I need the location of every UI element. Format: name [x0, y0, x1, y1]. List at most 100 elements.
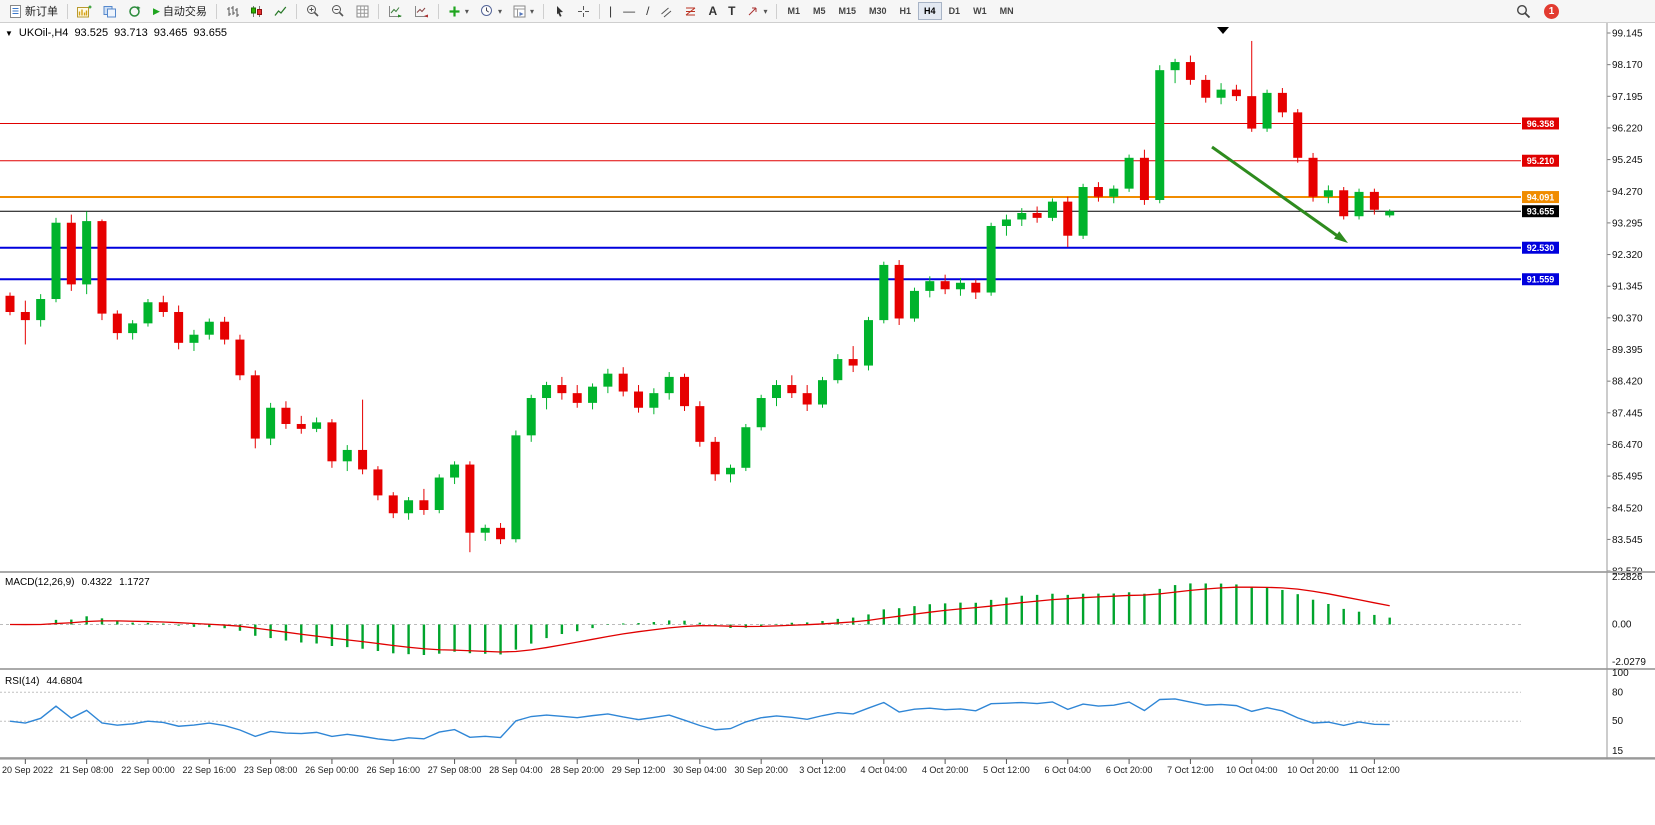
crosshair-button[interactable]	[572, 1, 595, 21]
crosshair-icon	[577, 5, 589, 17]
macd-scale-label: 0.00	[1612, 620, 1632, 631]
rsi-scale-label: 15	[1612, 746, 1624, 757]
time-scale-label: 22 Sep 00:00	[121, 765, 175, 775]
candle	[833, 359, 843, 381]
arrows-button[interactable]: ▾	[741, 1, 772, 21]
time-scale-area[interactable]	[0, 759, 1655, 825]
candle	[1109, 188, 1119, 197]
periods-button[interactable]: ▾	[475, 1, 507, 21]
bar-chart-button[interactable]	[221, 1, 244, 21]
toolbar-separator	[295, 3, 297, 19]
timeframe-m30-button[interactable]: M30	[863, 2, 893, 20]
candle	[695, 406, 705, 442]
panel-divider[interactable]	[0, 571, 1655, 573]
candle-chart-button[interactable]	[245, 1, 268, 21]
candle	[572, 393, 582, 403]
price-tag	[1522, 117, 1559, 130]
panel-divider[interactable]	[0, 757, 1655, 759]
zoom-in-button[interactable]	[301, 1, 325, 21]
zoom-out-button[interactable]	[326, 1, 350, 21]
timeframe-d1-button[interactable]: D1	[943, 2, 967, 20]
trend-arrow[interactable]	[1211, 145, 1340, 239]
indicators-button[interactable]: ▾	[443, 1, 474, 21]
candle	[281, 407, 291, 424]
price-scale-label: 92.320	[1612, 250, 1643, 261]
toolbar-separator	[437, 3, 439, 19]
timeframe-m1-button[interactable]: M1	[781, 2, 806, 20]
fibonacci-icon	[686, 7, 696, 15]
auto-scroll-icon	[388, 5, 402, 17]
grid-button[interactable]	[351, 1, 374, 21]
line-chart-button[interactable]	[269, 1, 292, 21]
timeframe-m5-button[interactable]: M5	[807, 2, 832, 20]
cursor-button[interactable]	[548, 1, 571, 21]
candle	[82, 221, 92, 285]
candle	[1339, 190, 1349, 217]
auto-scroll-button[interactable]	[383, 1, 408, 21]
price-tag-label: 96.358	[1527, 119, 1555, 129]
zoom-in-icon	[306, 5, 319, 17]
candle	[5, 295, 15, 312]
timeframe-h4-button[interactable]: H4	[918, 2, 942, 20]
timeframe-mn-button[interactable]: MN	[994, 2, 1020, 20]
price-scale-label: 89.395	[1612, 345, 1643, 356]
time-scale-label: 28 Sep 20:00	[550, 765, 604, 775]
price-scale-area[interactable]	[1607, 23, 1655, 759]
candle	[1369, 191, 1379, 210]
candle	[358, 449, 368, 470]
horizontal-line-button[interactable]: —	[618, 1, 640, 21]
candle	[603, 373, 613, 387]
price-tag	[1522, 191, 1559, 204]
label-button[interactable]: T	[723, 1, 740, 21]
time-scale-label: 6 Oct 04:00	[1045, 765, 1092, 775]
candle	[542, 385, 552, 399]
timeframe-m15-button[interactable]: M15	[833, 2, 863, 20]
candle	[419, 500, 429, 510]
candle	[1308, 157, 1318, 197]
search-button[interactable]	[1511, 1, 1536, 21]
timeframe-h1-button[interactable]: H1	[894, 2, 918, 20]
panel-divider[interactable]	[0, 668, 1655, 670]
search-icon	[1516, 4, 1531, 18]
chart-canvas[interactable]: 96.358 95.210 94.091 93.655 92.530 91.559 99.1…	[0, 23, 1655, 825]
price-scale-label: 97.195	[1612, 92, 1643, 103]
macd-label: MACD(12,26,9) 0.4322 1.1727	[5, 577, 150, 588]
candle	[312, 422, 322, 429]
candle	[66, 222, 76, 285]
timeframe-w1-button[interactable]: W1	[967, 2, 993, 20]
fibonacci-button[interactable]	[679, 1, 702, 21]
chart-shift-button[interactable]	[409, 1, 434, 21]
channel-button[interactable]	[655, 1, 678, 21]
candle	[511, 435, 521, 540]
autotrading-button[interactable]: ▶ 自动交易	[148, 1, 212, 21]
play-icon: ▶	[153, 5, 160, 16]
profiles-button[interactable]	[98, 1, 122, 21]
candle	[1032, 212, 1042, 218]
candle	[220, 321, 230, 340]
refresh-button[interactable]	[123, 1, 147, 21]
candle	[1277, 92, 1287, 113]
time-scale-label: 4 Oct 20:00	[922, 765, 969, 775]
candle	[710, 441, 720, 475]
candle	[128, 323, 138, 334]
candle	[266, 407, 276, 439]
trendline-button[interactable]: /	[641, 1, 654, 21]
chevron-down-icon: ▾	[464, 6, 469, 16]
candle	[1293, 112, 1303, 158]
price-tag-label: 94.091	[1527, 193, 1555, 203]
grid-icon	[356, 5, 369, 17]
templates-button[interactable]: ▾	[508, 1, 539, 21]
profiles-icon	[103, 5, 116, 17]
time-scale-label: 20 Sep 2022	[2, 765, 53, 775]
macd-scale-label: -2.0279	[1612, 657, 1646, 668]
chart-header: ▼ UKOil-,H4 93.525 93.713 93.465 93.655	[5, 27, 227, 39]
vertical-line-button[interactable]: |	[604, 1, 617, 21]
new-chart-button[interactable]	[72, 1, 97, 21]
chart-plot-area[interactable]	[0, 23, 1607, 571]
text-button[interactable]: A	[703, 1, 722, 21]
toolbar-right-group: 1	[1511, 1, 1559, 21]
candle	[327, 422, 337, 462]
new-order-button[interactable]: 新订单	[4, 1, 63, 21]
notification-badge[interactable]: 1	[1544, 3, 1559, 19]
trendline-icon: /	[646, 4, 650, 18]
